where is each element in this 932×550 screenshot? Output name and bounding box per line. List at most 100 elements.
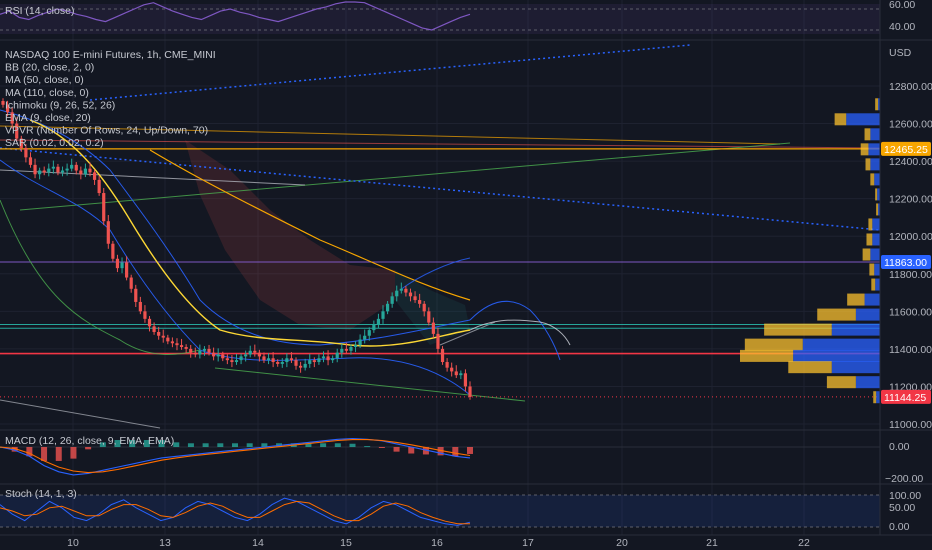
stoch-k-line [0,497,471,526]
macd-tick-minus200: −200.00 [885,473,923,485]
macd-histogram [0,440,473,461]
trendline-channel-bottom [214,367,526,402]
macd-histogram-bar [467,447,473,454]
candle-body [56,166,60,173]
stoch-band [0,495,880,527]
candle-body [125,262,129,278]
vpvr-down-bar [878,203,880,216]
macd-histogram-bar [232,443,238,447]
time-label: 15 [340,537,352,549]
vpvr-up-bar [764,323,832,336]
candle-body [170,341,175,344]
stoch-tick-0: 0.00 [889,521,910,533]
candle-body [230,360,234,363]
candle-body [38,170,42,175]
macd-label: MACD (12, 26, close, 9, EMA, EMA) [5,435,174,447]
candle-body [413,296,417,301]
candle-body [157,331,161,336]
candlesticks [1,98,472,400]
indicator-legend[interactable]: NASDAQ 100 E-mini Futures, 1h, CME_MINIB… [5,49,216,149]
candle-body [276,362,280,364]
macd-histogram-bar [55,447,62,461]
indicator-label[interactable]: EMA (9, close, 20) [5,112,91,124]
blue-level-tag [881,254,931,269]
candle-body [244,354,248,357]
indicator-label[interactable]: NASDAQ 100 E-mini Futures, 1h, CME_MINI [5,49,216,61]
ma-110-line [149,149,471,301]
vpvr-down-bar [855,376,880,389]
ichimoku-cloud-bearish [185,140,395,330]
indicator-label[interactable]: BB (20, close, 2, 0) [5,62,94,74]
vpvr-up-bar [871,278,876,291]
candle-body [385,303,390,312]
macd-signal-line [0,439,471,474]
vpvr-up-bar [834,113,847,126]
time-label: 13 [159,537,171,549]
macd-histogram-bar [99,442,106,447]
candle-body [422,303,426,312]
candle-body [418,300,422,304]
candle-body [51,166,55,169]
rsi-line [0,1,471,31]
vpvr-up-bar [873,391,877,404]
indicator-label[interactable]: SAR (0.02, 0.02, 0.2) [5,137,104,149]
indicator-label[interactable]: MA (110, close, 0) [5,87,89,99]
rsi-panel[interactable]: RSI (14, close) 60.00 40.00 [0,0,915,34]
vpvr-down-bar [868,143,880,156]
macd-histogram-bar [320,443,327,447]
candle-body [390,296,394,304]
candle-body [440,348,445,363]
candle-body [138,301,142,312]
candle-body [404,288,408,293]
time-label: 22 [798,537,810,549]
vpvr-down-bar [846,113,880,126]
candle-body [358,339,362,346]
candle-body [202,348,207,351]
stoch-panel[interactable]: Stoch (14, 1, 3) 100.00 50.00 0.00 [0,488,921,533]
candle-body [459,373,463,376]
vpvr-up-bar [869,263,875,276]
vpvr-up-bar [875,98,879,111]
candle-body [152,326,156,332]
macd-histogram-bar [452,447,459,457]
vpvr-down-bar [874,263,880,276]
candle-body [321,356,326,359]
ma-50-line [29,119,471,347]
macd-line [0,437,471,476]
macd-histogram-bar [11,447,18,452]
stoch-d-line [0,500,470,525]
vpvr-up-bar [847,293,865,306]
candle-body [198,350,202,355]
candle-body [97,179,101,194]
candle-body [436,333,440,349]
vpvr-up-bar [865,158,871,171]
vpvr-down-bar [793,349,880,362]
stoch-tick-50: 50.00 [889,502,915,514]
vertical-grid [72,0,805,535]
candle-body [353,345,358,348]
candle-body [399,288,403,291]
macd-panel[interactable]: MACD (12, 26, close, 9, EMA, EMA) 0.00 −… [0,435,923,485]
candle-body [298,365,303,368]
orange-level-tag-text: 12465.25 [884,144,928,156]
candle-body [253,350,257,353]
candle-body [143,311,147,319]
vpvr-up-bar [826,376,856,389]
stoch-label: Stoch (14, 1, 3) [5,488,77,500]
main-panel[interactable]: NASDAQ 100 E-mini Futures, 1h, CME_MINIB… [0,44,932,431]
current-price-tag [881,389,931,404]
indicator-label[interactable]: MA (50, close, 0) [5,74,84,86]
price-tick: 12000.00 [889,231,932,243]
candle-body [349,347,353,351]
indicator-label[interactable]: VPVR (Number Of Rows, 24, Up/Down, 70) [5,125,208,137]
candle-body [47,168,51,173]
time-axis[interactable]: 10 13 14 15 16 17 20 21 22 [67,537,810,549]
macd-histogram-bar [143,440,150,447]
indicator-label[interactable]: Ichimoku (9, 26, 52, 26) [5,99,115,111]
vpvr-down-bar [877,188,880,201]
candle-body [88,168,92,173]
current-price-tag-text: 11144.25 [884,392,926,404]
bollinger-projection [469,300,561,361]
candle-body [381,311,385,319]
